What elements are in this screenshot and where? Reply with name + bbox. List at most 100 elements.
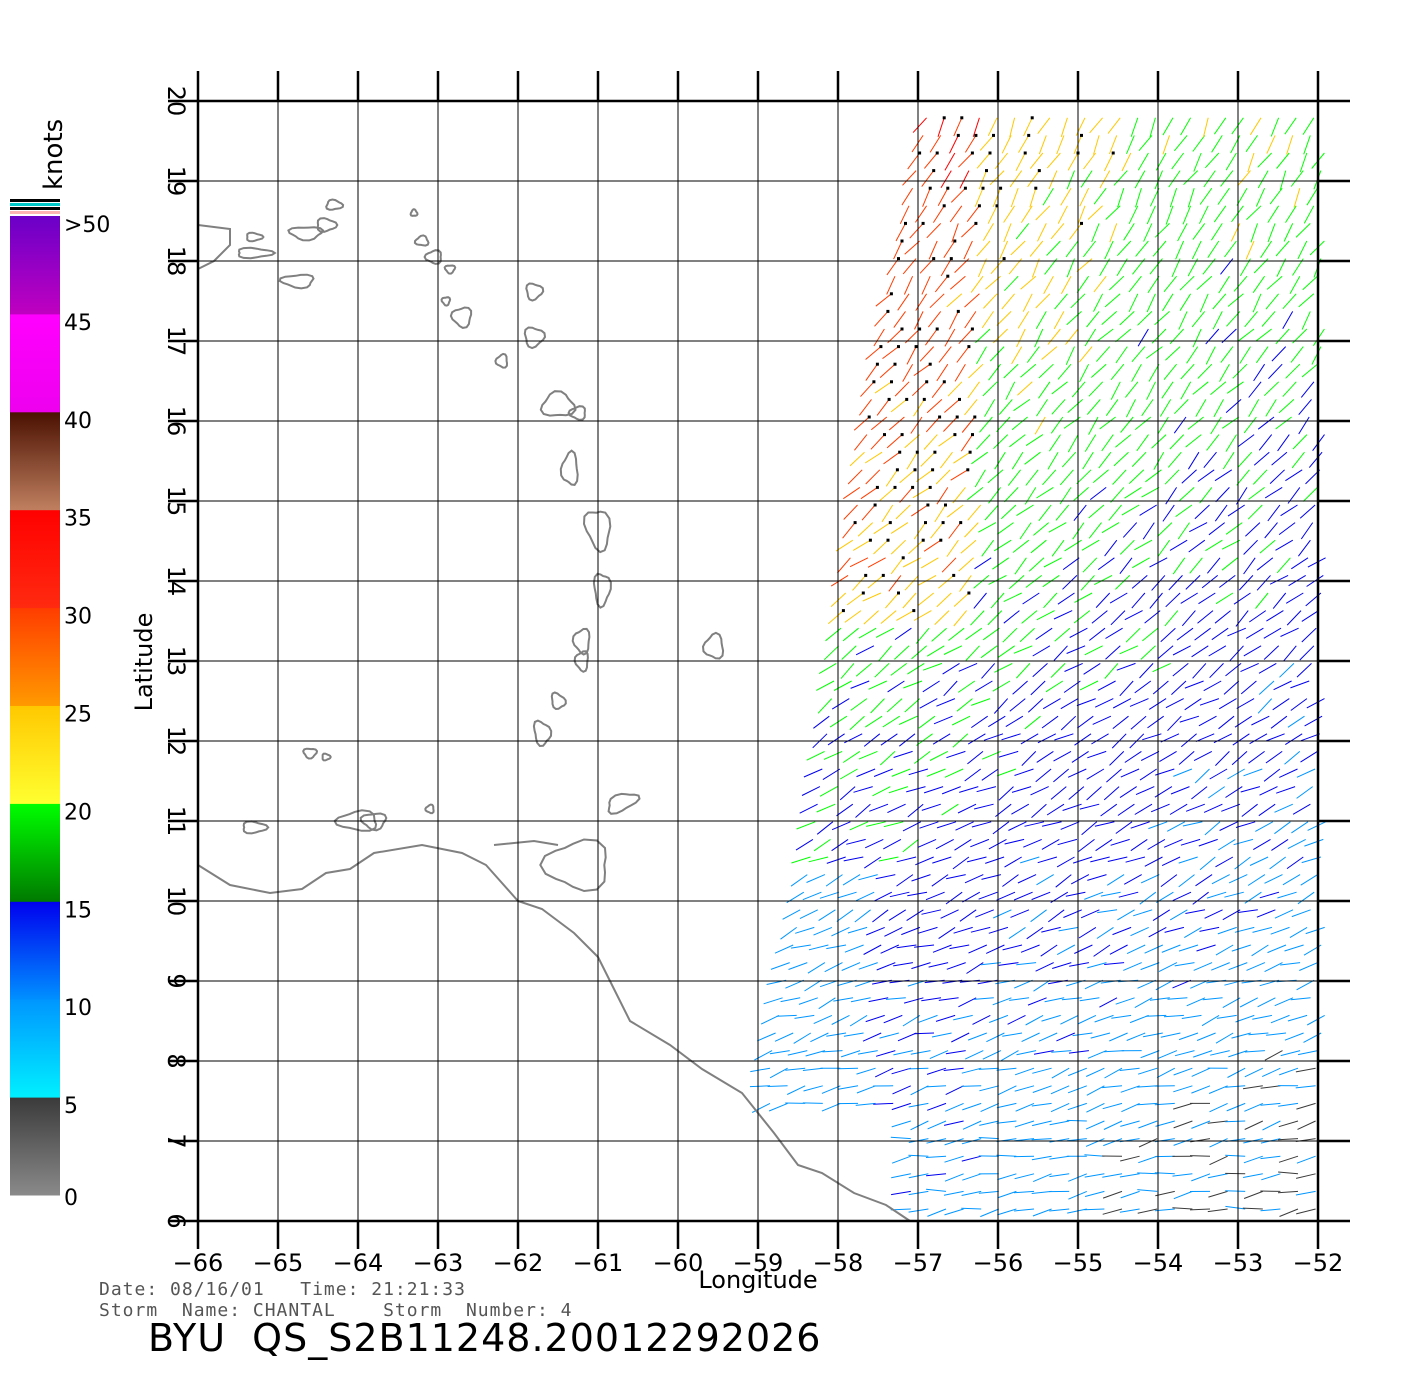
wind-vector <box>1084 645 1103 656</box>
wind-vector <box>1130 821 1150 829</box>
wind-vector <box>1187 188 1195 208</box>
wind-vector <box>1248 1032 1269 1036</box>
wind-vector <box>855 891 875 902</box>
wind-vector <box>1007 1014 1026 1025</box>
wind-vector <box>989 170 1005 186</box>
wind-vector <box>1029 240 1044 257</box>
flagged-cell <box>970 327 974 331</box>
wind-vector <box>1257 416 1275 430</box>
wind-vector <box>1178 874 1195 888</box>
wind-vector <box>961 1190 982 1196</box>
wind-vector <box>938 575 955 589</box>
wind-vector <box>873 328 885 347</box>
wind-vector <box>910 1085 929 1096</box>
wind-vector <box>1244 1067 1264 1078</box>
wind-vector <box>1272 698 1290 711</box>
wind-vector <box>943 1120 964 1126</box>
wind-vector <box>1277 434 1290 452</box>
wind-vector <box>989 1014 1009 1023</box>
wind-vector <box>1256 575 1271 591</box>
wind-vector <box>1117 909 1135 921</box>
wind-vector <box>890 522 909 534</box>
wind-vector <box>1203 170 1216 188</box>
wind-vector <box>943 1190 964 1196</box>
wind-vector <box>1096 926 1114 939</box>
wind-vector <box>926 1188 947 1192</box>
colorbar-label: 10 <box>64 996 92 1021</box>
flagged-cell <box>918 151 922 155</box>
wind-vector <box>1285 363 1301 379</box>
flagged-cell <box>926 503 930 507</box>
wind-vector <box>964 399 978 416</box>
flagged-cell <box>883 433 886 437</box>
wind-vector <box>1112 926 1132 936</box>
wind-vector <box>754 1050 773 1061</box>
wind-vector <box>1169 434 1185 450</box>
wind-vector <box>1025 469 1039 486</box>
wind-vector <box>1221 539 1241 550</box>
wind-vector <box>1152 240 1167 257</box>
wind-vector <box>1014 979 1033 989</box>
wind-vector <box>810 1032 829 1043</box>
wind-vector <box>949 944 970 950</box>
wind-vector <box>1074 592 1093 603</box>
wind-vector <box>1253 838 1271 851</box>
wind-vector <box>1225 152 1237 171</box>
wind-vector <box>943 240 956 258</box>
flagged-cell <box>974 221 978 225</box>
wind-vector <box>1066 1119 1087 1122</box>
wind-vector <box>1047 328 1061 345</box>
wind-vector <box>983 293 998 309</box>
wind-vector <box>1204 152 1220 169</box>
colorbar-label: 20 <box>64 800 92 825</box>
wind-vector <box>1195 399 1207 417</box>
wind-vector <box>1107 117 1121 134</box>
wind-vector <box>1217 187 1230 205</box>
wind-vector <box>838 1085 859 1090</box>
wind-vector <box>1260 1208 1281 1212</box>
wind-vector <box>1084 1173 1105 1178</box>
wind-vector <box>1102 1173 1123 1178</box>
wind-vector <box>1211 962 1230 971</box>
wind-vector <box>894 381 910 397</box>
wind-vector <box>868 997 889 1003</box>
wind-vector <box>980 1102 1000 1113</box>
wind-vector <box>1210 1050 1230 1056</box>
wind-vector <box>1261 1067 1281 1078</box>
wind-vector <box>1069 962 1089 967</box>
wind-vector <box>996 1154 1017 1157</box>
wind-vector <box>867 575 884 589</box>
flagged-cell <box>928 485 932 489</box>
wind-vector <box>998 962 1019 966</box>
wind-vector <box>1017 381 1033 396</box>
wind-vector <box>1116 240 1132 257</box>
wind-vector <box>1255 328 1272 342</box>
wind-vector <box>971 451 988 465</box>
wind-vector <box>1003 223 1012 243</box>
wind-vector <box>1020 944 1040 953</box>
wind-vector <box>1003 610 1020 624</box>
wind-vector <box>799 909 819 920</box>
wind-vector <box>1159 399 1172 417</box>
flagged-cell <box>898 450 902 454</box>
wind-vector <box>951 1032 970 1043</box>
wind-vector <box>874 1067 894 1078</box>
wind-vector <box>1232 733 1250 746</box>
flagged-cell <box>922 397 926 401</box>
wind-vector <box>875 874 896 880</box>
wind-vector <box>1105 205 1121 220</box>
wind-vector <box>1291 821 1309 834</box>
wind-vector <box>917 838 937 848</box>
colorbar-segment <box>10 803 60 902</box>
wind-vector <box>974 469 986 488</box>
wind-vector <box>1248 750 1265 764</box>
x-tick-label: −63 <box>413 1249 464 1277</box>
wind-vector <box>1056 944 1076 956</box>
flagged-cell <box>1037 169 1041 173</box>
wind-vector <box>1102 1102 1123 1110</box>
wind-vector <box>1060 117 1068 137</box>
wind-vector <box>780 997 801 1003</box>
wind-vector <box>1224 240 1237 258</box>
wind-vector <box>1155 979 1174 991</box>
wind-vector <box>1048 522 1067 533</box>
